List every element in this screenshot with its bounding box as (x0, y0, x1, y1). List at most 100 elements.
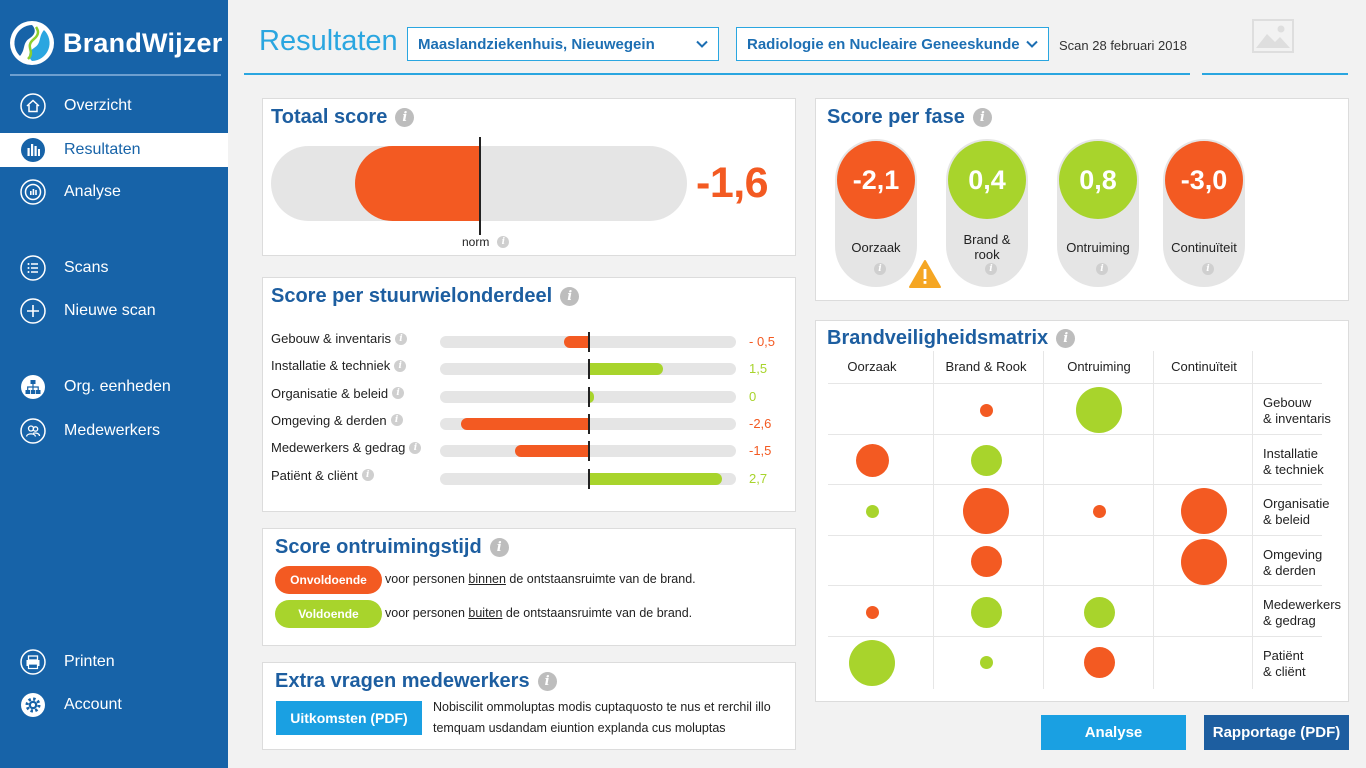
info-icon[interactable]: i (537, 672, 557, 691)
nav-item-medewerkers[interactable]: Medewerkers (0, 414, 228, 448)
card-title: Totaal score i (271, 106, 415, 129)
nav-label: Printen (64, 653, 115, 670)
matrix-row-label-line: & inventaris (1263, 411, 1331, 426)
org-chart-icon (20, 374, 46, 400)
stuurwiel-row-bar (589, 472, 723, 485)
info-icon[interactable]: i (395, 108, 415, 127)
matrix-dot[interactable] (1083, 596, 1115, 628)
matrix-column-header: Brand & Rook (945, 359, 1027, 374)
matrix-dot[interactable] (963, 488, 1009, 535)
matrix-grid-line (1252, 351, 1253, 689)
nav-item-org-eenheden[interactable]: Org. eenheden (0, 370, 228, 404)
info-icon[interactable]: i (489, 538, 509, 557)
matrix-dot[interactable] (865, 504, 879, 518)
norm-marker (588, 386, 590, 407)
matrix-dot[interactable] (865, 605, 879, 619)
location-select-value: Maaslandziekenhuis, Nieuwegein (418, 35, 655, 53)
nav-label: Medewerkers (64, 422, 161, 439)
ontruiming-text-post: de ontstaansruimte van de brand. (505, 572, 696, 586)
info-icon[interactable]: i (1202, 263, 1214, 275)
phase-0[interactable]: -2,1 Oorzaak i (835, 139, 917, 287)
nav-item-resultaten[interactable]: Resultaten (0, 133, 228, 167)
stuurwiel-row-label: Installatie & techniek i (271, 358, 407, 373)
stuurwiel-row-label-text: Gebouw & inventaris (271, 331, 391, 346)
info-icon[interactable]: i (390, 414, 403, 427)
stuurwiel-row-label: Organisatie & beleid i (271, 386, 405, 401)
phase-label: Ontruiming (1066, 240, 1130, 255)
nav-label: Scans (64, 259, 109, 276)
phase-1[interactable]: 0,4 Brand & rook i (946, 139, 1028, 287)
info-icon[interactable]: i (560, 287, 580, 306)
matrix-grid-line (1043, 351, 1044, 689)
stuurwiel-row-bar (515, 445, 589, 458)
score-per-fase-card: Score per fase i -2,1 Oorzaak i 0,4 Brand & r… (815, 98, 1349, 301)
stuurwiel-row: Omgeving & derden i -2,6 (271, 413, 781, 434)
home-icon (20, 93, 46, 119)
nav-item-nieuwe-scan[interactable]: Nieuwe scan (0, 294, 228, 328)
info-icon[interactable]: i (985, 263, 997, 275)
matrix-column-header: Ontruiming (1067, 359, 1131, 374)
matrix-dot[interactable] (855, 444, 889, 478)
matrix-dot[interactable] (979, 656, 993, 670)
header-divider (1202, 73, 1348, 75)
analyse-button[interactable]: Analyse (1041, 715, 1186, 750)
stuurwiel-row-label-text: Patiënt & cliënt (271, 467, 358, 483)
nav-item-account[interactable]: Account (0, 688, 228, 722)
info-icon[interactable]: i (392, 387, 405, 400)
voldoende-badge: Voldoende (275, 600, 382, 628)
info-icon[interactable]: i (394, 359, 407, 372)
ontruimingstijd-card: Score ontruimingstijd i Onvoldoende voor … (262, 528, 796, 646)
info-icon[interactable]: i (409, 441, 422, 454)
stuurwiel-row: Gebouw & inventaris i - 0,5 (271, 331, 781, 352)
phase-score-circle: 0,4 (948, 141, 1026, 219)
matrix-grid-line (828, 484, 1322, 485)
info-icon[interactable]: i (1056, 329, 1076, 348)
info-icon[interactable]: i (1096, 263, 1108, 275)
total-score-card: Totaal score i norm i -1,6 (262, 98, 796, 256)
department-select[interactable]: Radiologie en Nucleaire Geneeskunde (736, 27, 1049, 61)
info-icon[interactable]: i (497, 236, 510, 248)
stuurwiel-row-value: 2,7 (749, 470, 768, 486)
matrix-row-label-line: Medewerkers (1263, 597, 1342, 612)
nav-item-printen[interactable]: Printen (0, 645, 228, 679)
info-icon[interactable]: i (972, 108, 992, 127)
matrix-dot[interactable] (1076, 387, 1122, 434)
stuurwiel-row: Organisatie & beleid i 0 (271, 386, 781, 407)
image-placeholder-icon[interactable] (1252, 19, 1294, 58)
matrix-grid-line (828, 383, 1322, 384)
matrix-dot[interactable] (970, 445, 1002, 477)
stuurwiel-row-label: Medewerkers & gedrag i (271, 440, 422, 455)
phase-3[interactable]: -3,0 Continuïteit i (1163, 139, 1245, 287)
matrix-row-label: Patiënt & cliënt (1263, 648, 1306, 680)
matrix-grid-line (828, 585, 1322, 586)
uitkomsten-pdf-button[interactable]: Uitkomsten (PDF) (276, 701, 422, 735)
nav-item-analyse[interactable]: Analyse (0, 175, 228, 209)
page-title: Resultaten (259, 25, 398, 57)
rapportage-pdf-button[interactable]: Rapportage (PDF) (1204, 715, 1349, 750)
matrix-row-label: Installatie & techniek (1263, 446, 1324, 478)
location-select[interactable]: Maaslandziekenhuis, Nieuwegein (407, 27, 719, 61)
matrix-dot[interactable] (1083, 647, 1115, 679)
matrix-row-label-line: Organisatie (1263, 496, 1330, 511)
matrix-dot[interactable] (970, 546, 1002, 578)
matrix-dot[interactable] (1092, 504, 1106, 518)
total-score-bar (355, 146, 480, 221)
phase-2[interactable]: 0,8 Ontruiming i (1057, 139, 1139, 287)
matrix-dot[interactable] (979, 403, 993, 417)
matrix-dot[interactable] (1181, 538, 1227, 585)
nav-item-scans[interactable]: Scans (0, 251, 228, 285)
bar-chart-icon (20, 137, 46, 163)
logo[interactable]: BrandWijzer (10, 19, 222, 67)
info-icon[interactable]: i (394, 332, 407, 345)
info-icon[interactable]: i (361, 469, 374, 481)
stuurwiel-row: Medewerkers & gedrag i -1,5 (271, 440, 781, 462)
chevron-down-icon (694, 36, 710, 56)
nav-item-overzicht[interactable]: Overzicht (0, 89, 228, 123)
info-icon[interactable]: i (874, 263, 886, 275)
phase-score-circle: 0,8 (1059, 141, 1137, 219)
norm-marker (588, 332, 590, 352)
matrix-dot[interactable] (970, 596, 1002, 628)
matrix-dot[interactable] (1181, 488, 1227, 535)
matrix-row-label-line: & beleid (1263, 512, 1310, 527)
matrix-dot[interactable] (849, 639, 895, 686)
